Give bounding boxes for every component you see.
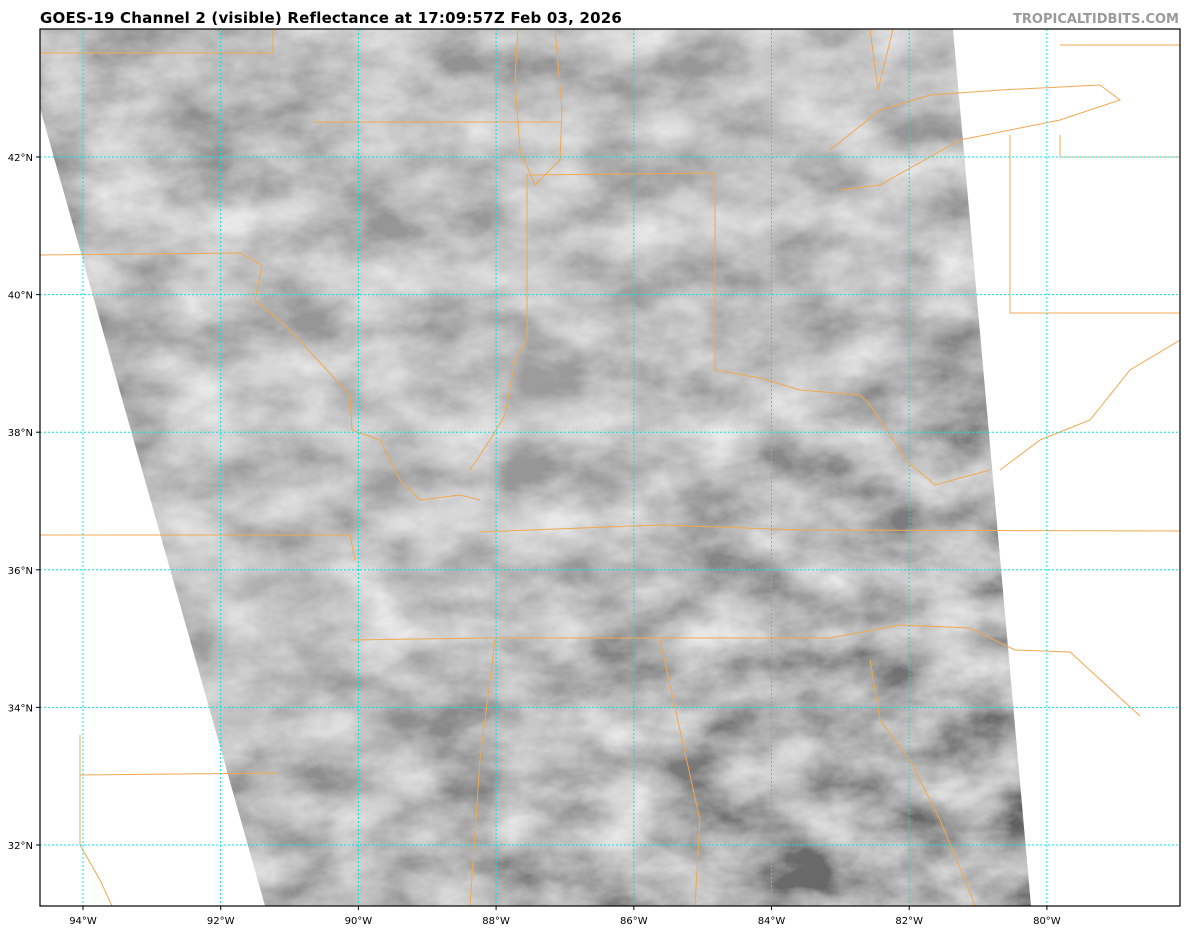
- lon-tick-label: 86°W: [620, 916, 648, 927]
- lon-tick-label: 90°W: [345, 916, 373, 927]
- satellite-imagery-swath: [40, 29, 1031, 906]
- axis-ticks: 94°W 92°W 90°W 88°W 86°W 84°W 82°W 80°W 42°N 40°N…: [8, 153, 1061, 927]
- lon-tick-label: 88°W: [482, 916, 510, 927]
- lat-tick-label: 38°N: [8, 428, 33, 439]
- lat-tick-label: 36°N: [8, 566, 33, 577]
- map-frame: [39, 28, 1181, 907]
- map-title: GOES-19 Channel 2 (visible) Reflectance …: [40, 9, 623, 27]
- lon-tick-label: 82°W: [895, 916, 923, 927]
- gridlines: [40, 29, 1180, 906]
- state-borders: [40, 29, 1180, 906]
- lon-tick-label: 84°W: [758, 916, 786, 927]
- site-credit: TROPICALTIDBITS.COM: [1013, 12, 1179, 27]
- lat-tick-label: 32°N: [8, 841, 33, 852]
- lat-tick-label: 42°N: [8, 153, 33, 164]
- lat-tick-label: 40°N: [8, 291, 33, 302]
- lon-tick-label: 92°W: [207, 916, 235, 927]
- lon-tick-label: 80°W: [1033, 916, 1061, 927]
- lon-tick-label: 94°W: [69, 916, 97, 927]
- lat-tick-label: 34°N: [8, 703, 33, 714]
